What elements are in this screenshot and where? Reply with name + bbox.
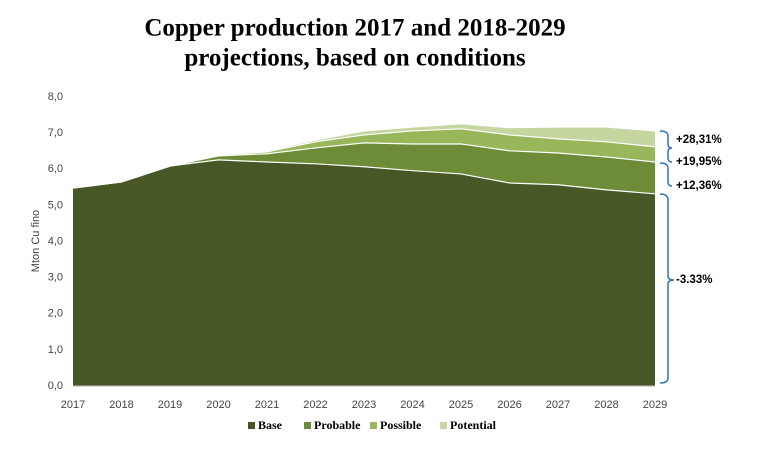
annotation: +28,31% [676,134,722,146]
legend-label: Base [258,418,283,432]
x-tick-label: 2023 [352,399,376,411]
x-tick-label: 2024 [400,399,424,411]
x-tick-label: 2026 [497,399,521,411]
chart-title: projections, based on conditions [184,45,526,72]
area [73,128,655,189]
y-tick-label: 5,0 [48,199,63,211]
area [73,142,655,194]
y-axis-label: Mton Cu fino [30,210,42,272]
legend-label: Possible [380,418,422,432]
bracket [659,130,675,384]
legend-swatch [304,422,311,429]
y-tick-label: 2,0 [48,308,63,320]
area [73,123,655,189]
y-tick-label: 6,0 [48,163,63,175]
x-tick-label: 2028 [594,399,618,411]
area [73,159,655,386]
chart-title: Copper production 2017 and 2018-2029 [144,15,565,42]
area-edge [72,123,656,189]
x-tick-label: 2021 [255,399,279,411]
x-tick-label: 2027 [546,399,570,411]
x-tick-label: 2017 [61,399,85,411]
legend-swatch [248,422,255,429]
y-tick-label: 1,0 [48,344,63,356]
x-tick-label: 2018 [109,399,133,411]
x-tick-label: 2019 [158,399,182,411]
y-tick-label: 0,0 [48,380,63,392]
annotation: +19,95% [676,156,722,168]
y-tick-label: 8,0 [48,91,63,103]
y-tick-label: 7,0 [48,127,63,139]
legend-swatch [370,422,377,429]
legend-label: Probable [314,418,361,432]
legend-swatch [440,422,447,429]
legend-label: Potential [450,418,497,432]
y-tick-label: 4,0 [48,235,63,247]
x-tick-label: 2025 [449,399,473,411]
x-tick-label: 2022 [303,399,327,411]
y-tick-label: 3,0 [48,272,63,284]
x-tick-label: 2029 [643,399,667,411]
annotation: +12,36% [676,180,722,192]
annotation: -3.33% [676,274,712,286]
x-tick-label: 2020 [206,399,230,411]
